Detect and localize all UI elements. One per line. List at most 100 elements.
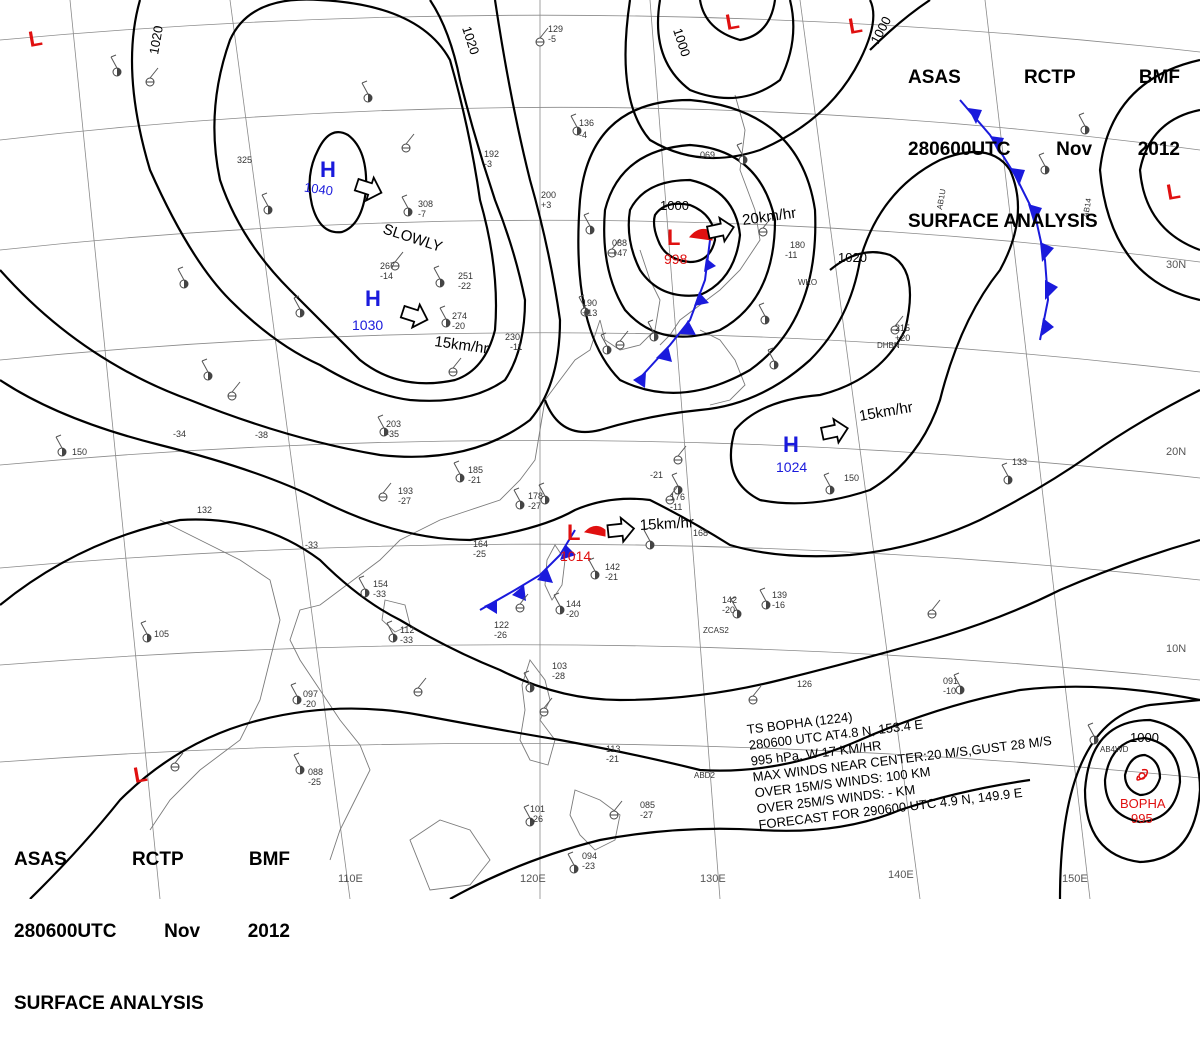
svg-text:-27: -27	[398, 496, 411, 506]
isobar-1004-north	[698, 0, 777, 42]
svg-text:ZCAS2: ZCAS2	[703, 626, 729, 635]
isobar-998-2	[627, 178, 742, 297]
luzon	[519, 659, 556, 766]
svg-text:-26: -26	[530, 814, 543, 824]
borneo	[409, 819, 491, 891]
svg-text:325: 325	[237, 155, 252, 165]
svg-text:101: 101	[530, 804, 545, 814]
lon-140e	[799, 0, 921, 899]
front-tooth	[990, 136, 1004, 152]
isobar-1010	[29, 685, 1200, 899]
svg-text:-20: -20	[452, 321, 465, 331]
agency-2: RCTP	[131, 849, 184, 870]
svg-text:L: L	[1165, 178, 1183, 205]
agency-1: ASAS	[14, 849, 67, 870]
svg-text:+13: +13	[582, 308, 597, 318]
svg-text:L: L	[847, 12, 865, 39]
lat-35n	[0, 106, 1200, 151]
svg-text:-21: -21	[606, 754, 619, 764]
svg-text:-27: -27	[528, 501, 541, 511]
svg-text:-33: -33	[400, 635, 413, 645]
svg-text:AB1U: AB1U	[935, 188, 948, 210]
isobar-south	[449, 778, 1031, 899]
front-tooth	[1040, 242, 1054, 262]
motion-arrows	[353, 175, 849, 544]
svg-text:103: 103	[552, 661, 567, 671]
isobar-outer-1	[130, 0, 527, 402]
svg-text:-20: -20	[722, 605, 735, 615]
front-tooth	[484, 600, 497, 614]
svg-text:132: 132	[197, 505, 212, 515]
analysis-time: 280600UTC	[14, 921, 117, 942]
pressure-centers: H 1040 H 1030 H 1024 L 998 L 1014 L L L …	[27, 8, 1183, 788]
arrow-1040	[353, 175, 383, 203]
motion-slowly: SLOWLY	[381, 221, 445, 256]
svg-text:176: 176	[670, 492, 685, 502]
svg-text:-11: -11	[510, 342, 522, 352]
svg-text:-7: -7	[418, 209, 426, 219]
svg-text:180: 180	[790, 240, 805, 250]
svg-text:AB4WD: AB4WD	[1100, 745, 1129, 754]
svg-text:274: 274	[452, 311, 467, 321]
isobars	[0, 0, 1200, 899]
isobar-label: 1020	[838, 250, 867, 265]
svg-text:097: 097	[303, 689, 318, 699]
svg-text:133: 133	[1012, 457, 1027, 467]
svg-text:126: 126	[797, 679, 812, 689]
weather-map: 110E 120E 130E 140E 150E 30N 20N 10N 102…	[0, 0, 1200, 899]
svg-text:091: 091	[943, 676, 958, 686]
svg-text:215: 215	[895, 323, 910, 333]
svg-text:139: 139	[772, 590, 787, 600]
high-1040-letter: H	[320, 157, 336, 182]
analysis-time: 280600UTC	[908, 139, 1011, 160]
svg-text:069: 069	[700, 150, 715, 160]
front-tooth	[633, 372, 646, 388]
front-tooth	[537, 568, 553, 583]
motion-998: 20km/hr	[741, 205, 797, 229]
lat-label: 30N	[1166, 259, 1186, 271]
analysis-year: 2012	[247, 921, 290, 942]
svg-text:-34: -34	[173, 429, 186, 439]
high-1024-value: 1024	[776, 459, 807, 475]
high-1024-letter: H	[783, 432, 799, 457]
svg-text:-27: -27	[640, 810, 653, 820]
lon-130e	[649, 0, 721, 899]
isobar-typhoon-4	[1058, 698, 1200, 899]
isobar-1012	[0, 518, 1200, 702]
svg-text:267: 267	[380, 261, 395, 271]
lat-20n	[0, 440, 1200, 479]
analysis-month: Nov	[1056, 139, 1093, 160]
svg-text:+47: +47	[612, 248, 627, 258]
lon-label: 120E	[520, 873, 546, 885]
svg-text:185: 185	[468, 465, 483, 475]
svg-text:164: 164	[473, 539, 488, 549]
low-1014-letter: L	[567, 520, 580, 545]
low-markers: L L L L L	[27, 8, 1183, 788]
front-tooth	[560, 545, 576, 560]
svg-text:144: 144	[566, 599, 581, 609]
high-1040-value: 1040	[303, 180, 334, 199]
svg-text:129: 129	[548, 24, 563, 34]
front-tooth	[656, 346, 672, 362]
cold-fronts	[479, 99, 1058, 614]
header-bottom: ASAS RCTP BMF 280600UTC Nov 2012 SURFACE…	[14, 800, 290, 1040]
grid-labels: 110E 120E 130E 140E 150E 30N 20N 10N	[338, 259, 1186, 885]
isobar-east-low-2	[1098, 58, 1200, 302]
isobar-1020	[0, 0, 562, 458]
svg-text:-11: -11	[670, 502, 682, 512]
lon-110e	[229, 0, 351, 899]
svg-text:-20: -20	[566, 609, 579, 619]
analysis-month: Nov	[164, 921, 201, 942]
svg-text:178: 178	[528, 491, 543, 501]
svg-text:-14: -14	[380, 271, 393, 281]
svg-text:-25: -25	[308, 777, 321, 787]
lon-100e	[69, 0, 161, 899]
lon-label: 140E	[888, 869, 914, 881]
station-labels: 129 -5 136 -4 192 -3 200 +3 308 -7 267 -…	[72, 24, 1129, 871]
lat-5n	[0, 742, 1200, 779]
isobar-1000-ne	[869, 0, 931, 51]
lon-label: 110E	[338, 873, 363, 885]
svg-text:200: 200	[541, 190, 556, 200]
hainan	[381, 599, 411, 633]
isobar-typhoon-3	[1083, 718, 1200, 864]
